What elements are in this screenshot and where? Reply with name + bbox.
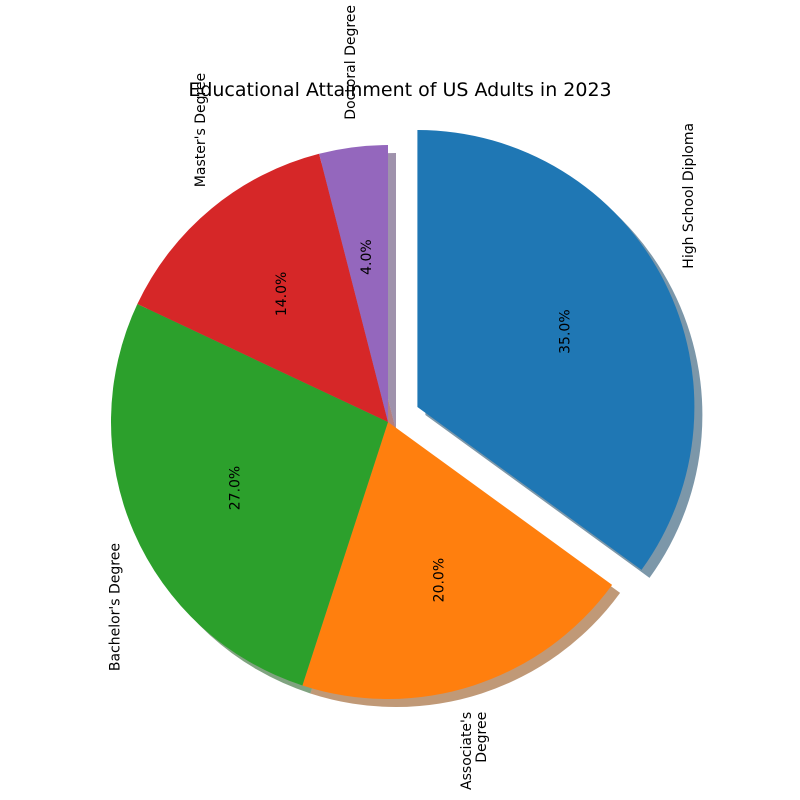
category-labels: High School Diploma Associate'sDegree Bach…	[107, 5, 697, 790]
percent-label-master-s-degree: 14.0%	[274, 272, 290, 316]
category-label-doctoral-degree: Doctoral Degree	[343, 5, 359, 120]
slice-doctoral-degree	[319, 145, 388, 422]
slice-associate-s-degree	[302, 422, 613, 699]
category-label-associate-s-degree: Associate'sDegree	[459, 712, 490, 790]
category-label-bachelor-s-degree: Bachelor's Degree	[107, 543, 123, 671]
percent-label-high-school-diploma: 35.0%	[558, 309, 574, 353]
pie-slices	[110, 130, 695, 699]
slice-bachelor-s-degree	[110, 304, 388, 686]
category-label-line: Bachelor's Degree	[107, 543, 123, 671]
category-label-high-school-diploma: High School Diploma	[681, 123, 697, 269]
percent-label-bachelor-s-degree: 27.0%	[228, 466, 244, 510]
category-label-master-s-degree: Master's Degree	[193, 73, 209, 187]
slice-master-s-degree	[137, 153, 388, 422]
chart-title: Educational Attainment of US Adults in 2…	[188, 79, 611, 101]
category-label-line: Doctoral Degree	[343, 5, 359, 120]
category-label-line: Master's Degree	[193, 73, 209, 187]
slice-high-school-diploma	[417, 130, 695, 570]
category-label-line: Degree	[474, 712, 490, 763]
category-label-line: Associate's	[459, 712, 475, 790]
percent-labels: 35.0% 20.0% 27.0% 14.0% 4.0%	[228, 239, 574, 602]
category-label-line: High School Diploma	[681, 123, 697, 269]
percent-label-doctoral-degree: 4.0%	[359, 239, 375, 275]
percent-label-associate-s-degree: 20.0%	[431, 558, 447, 602]
